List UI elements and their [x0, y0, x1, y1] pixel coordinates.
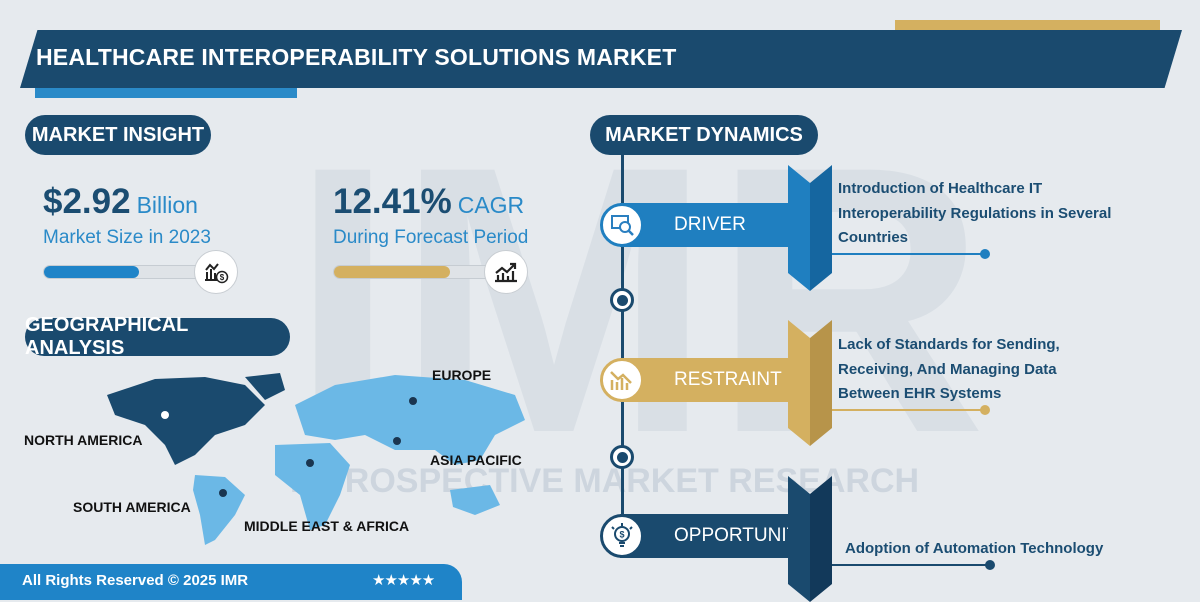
title-banner	[20, 30, 1182, 88]
growth-chart-icon	[484, 250, 528, 294]
market-size-progress-fill	[44, 266, 140, 278]
cagr-unit: CAGR	[457, 192, 525, 218]
driver-connector-dot	[980, 249, 990, 259]
opportunity-arrow	[788, 476, 832, 602]
restraint-description-line: Receiving, And Managing Data	[838, 360, 1057, 378]
rating-stars: ★★★★★	[372, 572, 435, 589]
opportunity-description-line: Adoption of Automation Technology	[845, 540, 1104, 557]
driver-arrow	[788, 165, 832, 291]
header-accent-blue	[35, 86, 297, 98]
chart-dollar-icon: $	[194, 250, 238, 294]
market-size-unit: Billion	[136, 192, 198, 218]
restraint-description-line: Between EHR Systems	[838, 385, 1002, 402]
header-accent-gold	[895, 20, 1160, 32]
cagr-label: During Forecast Period	[333, 227, 529, 248]
driver-connector	[832, 253, 984, 255]
market-size-progress	[43, 265, 218, 279]
driver-description: Introduction of Healthcare IT Interoperab…	[838, 177, 1111, 251]
timeline-node	[610, 288, 634, 312]
driver-label: DRIVER	[674, 214, 746, 235]
pin-asia	[393, 437, 401, 445]
market-dynamics-heading: MARKET DYNAMICS	[590, 115, 818, 155]
market-size-value: $2.92 Billion	[43, 182, 198, 222]
region-north-america: NORTH AMERICA	[24, 432, 143, 448]
restraint-description: Lack of Standards for Sending, Receiving,…	[838, 333, 1060, 407]
timeline-line	[621, 155, 624, 555]
cagr-number: 12.41%	[333, 182, 452, 221]
timeline-node	[610, 445, 634, 469]
restraint-banner: RESTRAINT	[620, 358, 795, 402]
opportunity-label: OPPORTUNITY	[674, 525, 811, 546]
world-map	[107, 373, 525, 545]
restraint-label: RESTRAINT	[674, 369, 782, 390]
pin-europe	[409, 397, 417, 405]
driver-banner: DRIVER	[620, 203, 795, 247]
region-middle-east-africa: MIDDLE EAST & AFRICA	[244, 518, 410, 534]
driver-description-line: Interoperability Regulations in Several	[838, 204, 1112, 222]
lightbulb-dollar-icon: $	[600, 514, 644, 558]
analytics-search-icon	[600, 203, 644, 247]
svg-text:$: $	[619, 530, 624, 540]
market-size-number: $2.92	[43, 182, 131, 221]
market-size-label: Market Size in 2023	[43, 227, 211, 248]
copyright: All Rights Reserved © 2025 IMR	[22, 572, 249, 589]
restraint-connector-dot	[980, 405, 990, 415]
map-north-america	[107, 377, 265, 465]
pin-africa	[306, 459, 314, 467]
opportunity-connector	[832, 564, 990, 566]
footer-bar	[0, 564, 462, 600]
pin-north-america	[161, 411, 169, 419]
opportunity-description: Adoption of Automation Technology	[845, 537, 1103, 562]
restraint-arrow	[788, 320, 832, 446]
page-title: HEALTHCARE INTEROPERABILITY SOLUTIONS MA…	[36, 44, 677, 70]
region-asia-pacific: ASIA PACIFIC	[430, 452, 522, 468]
opportunity-connector-dot	[985, 560, 995, 570]
driver-description-line: Countries	[838, 229, 909, 246]
restraint-connector	[832, 409, 984, 411]
region-europe: EUROPE	[432, 367, 492, 383]
market-insight-heading: MARKET INSIGHT	[25, 115, 211, 155]
restraint-description-line: Lack of Standards for Sending,	[838, 336, 1060, 353]
map-australia	[450, 485, 500, 515]
declining-chart-icon	[600, 358, 644, 402]
map-europe-asia	[295, 375, 525, 465]
driver-description-line: Introduction of Healthcare IT	[838, 180, 1043, 197]
cagr-progress	[333, 265, 508, 279]
geographical-analysis-heading: GEOGRAPHICAL ANALYSIS	[25, 314, 290, 359]
opportunity-banner: OPPORTUNITY	[620, 514, 811, 558]
svg-text:$: $	[220, 273, 225, 282]
cagr-progress-fill	[334, 266, 450, 278]
map-south-america	[193, 475, 245, 545]
pin-south-america	[219, 489, 227, 497]
map-africa	[275, 443, 350, 530]
region-south-america: SOUTH AMERICA	[73, 499, 191, 515]
cagr-value: 12.41% CAGR	[333, 182, 524, 222]
map-greenland	[245, 373, 285, 400]
